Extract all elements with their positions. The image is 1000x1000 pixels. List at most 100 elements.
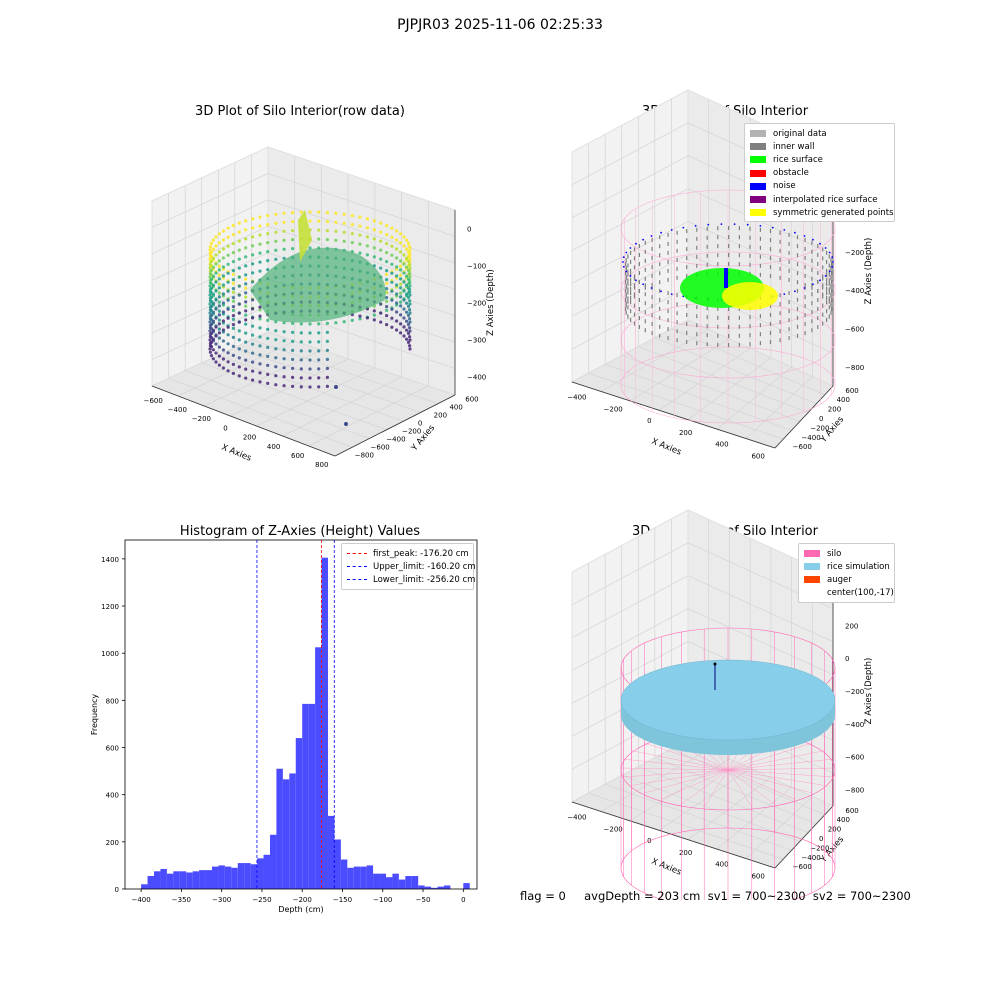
raw-point bbox=[209, 277, 214, 281]
histogram-bar bbox=[218, 865, 225, 889]
raw-point bbox=[211, 328, 215, 332]
inner-wall-point bbox=[625, 298, 627, 302]
inner-wall-point bbox=[686, 256, 688, 261]
legend-swatch bbox=[347, 553, 367, 555]
raw-point bbox=[266, 327, 270, 331]
inner-wall-point bbox=[667, 291, 669, 296]
histogram-bar bbox=[424, 886, 432, 889]
inner-wall-point bbox=[630, 318, 632, 323]
inner-wall-point bbox=[796, 253, 799, 258]
inner-wall-point bbox=[651, 255, 653, 260]
inner-wall-point bbox=[728, 343, 730, 347]
inner-wall-point bbox=[667, 250, 669, 255]
inner-wall-point bbox=[651, 331, 653, 336]
inner-wall-point bbox=[826, 273, 828, 278]
raw-point bbox=[408, 248, 412, 252]
raw-point bbox=[308, 246, 312, 250]
raw-point bbox=[406, 313, 411, 317]
inner-wall-point bbox=[749, 262, 751, 267]
inner-wall-point bbox=[644, 328, 646, 333]
noise-point bbox=[650, 287, 653, 289]
inner-wall-point bbox=[630, 273, 632, 278]
raw-point bbox=[395, 319, 399, 323]
inner-wall-point bbox=[769, 303, 772, 308]
raw-point bbox=[395, 301, 399, 305]
raw-point bbox=[237, 320, 241, 324]
inner-wall-point bbox=[749, 253, 751, 258]
y-tick-label: −400 bbox=[801, 434, 820, 442]
noise-spike bbox=[724, 268, 728, 288]
inner-wall-point bbox=[728, 253, 730, 257]
raw-point bbox=[317, 358, 321, 362]
histogram-bar bbox=[353, 866, 361, 889]
raw-point bbox=[372, 246, 376, 250]
inner-wall-point bbox=[644, 283, 646, 288]
inner-wall-point bbox=[822, 285, 824, 290]
y-tick-label: −400 bbox=[386, 436, 405, 444]
histogram-bar bbox=[173, 871, 180, 889]
raw-point bbox=[402, 307, 406, 311]
raw-point bbox=[390, 298, 394, 302]
inner-wall-point bbox=[630, 286, 632, 291]
noise-point bbox=[803, 235, 806, 237]
raw-point bbox=[282, 366, 286, 370]
raw-point bbox=[317, 322, 321, 326]
raw-point bbox=[237, 329, 241, 333]
inner-wall-point bbox=[659, 297, 661, 302]
raw-point bbox=[299, 331, 303, 335]
x-tick-label: −250 bbox=[252, 896, 271, 904]
inner-wall-point bbox=[686, 274, 688, 279]
raw-point bbox=[325, 384, 329, 388]
silo-wire bbox=[727, 769, 752, 808]
raw-point bbox=[237, 284, 241, 288]
grid-line bbox=[251, 339, 438, 405]
x-tick-label: −200 bbox=[604, 405, 623, 413]
y-tick-label: 800 bbox=[106, 697, 119, 705]
inner-wall-point bbox=[706, 235, 708, 240]
inner-wall-point bbox=[717, 315, 719, 320]
inner-wall-point bbox=[644, 267, 646, 272]
raw-point bbox=[399, 322, 403, 326]
raw-point bbox=[258, 242, 262, 246]
inner-wall-point bbox=[828, 278, 830, 283]
legend-label: first_peak: -176.20 cm bbox=[373, 548, 469, 559]
inner-wall-point bbox=[769, 247, 772, 252]
inner-wall-point bbox=[651, 237, 653, 242]
raw-point bbox=[226, 226, 230, 230]
raw-point bbox=[208, 266, 212, 270]
inner-wall-point bbox=[696, 236, 698, 241]
inner-wall-point bbox=[633, 303, 636, 308]
raw-point bbox=[226, 235, 230, 239]
raw-point bbox=[291, 330, 295, 334]
raw-point bbox=[244, 291, 248, 295]
noise-point bbox=[831, 265, 834, 268]
raw-point bbox=[342, 320, 346, 324]
x-axis-label: Depth (cm) bbox=[278, 905, 323, 914]
raw-point bbox=[217, 354, 221, 358]
raw-point bbox=[258, 380, 262, 384]
inner-wall-point bbox=[738, 226, 740, 231]
raw-point bbox=[211, 256, 215, 260]
raw-point bbox=[408, 290, 412, 294]
inner-wall-point bbox=[738, 253, 740, 258]
inner-wall-point bbox=[831, 271, 833, 275]
raw-point bbox=[408, 275, 412, 279]
raw-point bbox=[395, 292, 399, 296]
raw-point bbox=[214, 244, 218, 248]
inner-wall-point bbox=[826, 250, 828, 255]
classify-data bbox=[620, 189, 836, 424]
inner-wall-point bbox=[644, 301, 646, 306]
inner-wall-point bbox=[676, 311, 678, 316]
inner-wall-point bbox=[638, 325, 640, 329]
noise-point bbox=[733, 223, 736, 226]
raw-point bbox=[251, 235, 255, 239]
raw-point bbox=[274, 248, 278, 252]
z-tick-label: 200 bbox=[845, 622, 858, 630]
inner-wall-point bbox=[638, 262, 640, 266]
x-tick-label: 200 bbox=[679, 429, 692, 437]
histogram-bar bbox=[321, 557, 328, 889]
x-axis-label: X Axies bbox=[650, 437, 683, 458]
raw-point bbox=[406, 331, 411, 335]
histogram-bar bbox=[302, 703, 309, 889]
raw-point bbox=[211, 319, 215, 323]
